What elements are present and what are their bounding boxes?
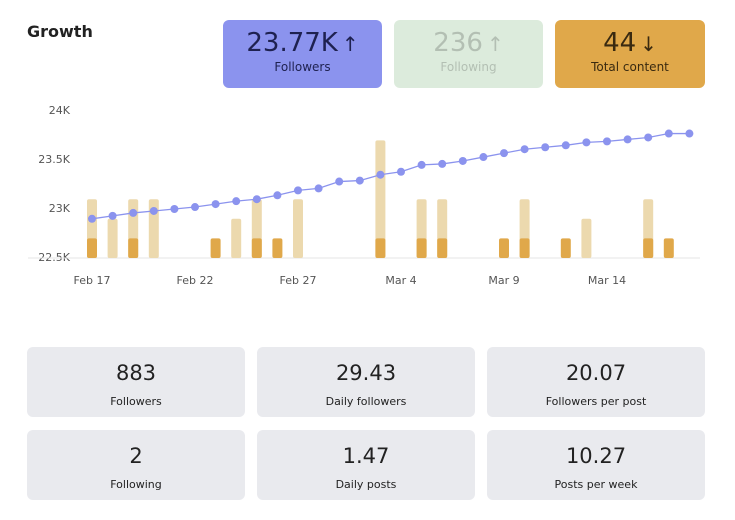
point: [314, 184, 323, 193]
point: [191, 203, 199, 212]
point: [294, 186, 302, 195]
point: [397, 167, 405, 176]
point: [438, 159, 447, 168]
stat-value: 883: [115, 361, 157, 385]
metric-value: 236: [433, 28, 483, 58]
point: [603, 137, 611, 146]
up-arrow: ↑: [341, 32, 359, 56]
x-tick-label: Feb 27: [280, 274, 317, 287]
point: [232, 197, 241, 206]
y-tick-label: 23.5K: [38, 153, 70, 166]
bar: [663, 238, 674, 258]
stat-card: 1.47 Daily posts: [257, 430, 475, 500]
stat-value: 2: [129, 444, 143, 468]
bar: [643, 238, 654, 258]
y-tick-label: 23K: [49, 202, 71, 215]
stat-label: Daily posts: [335, 478, 397, 491]
bar: [499, 238, 509, 258]
point: [211, 200, 220, 209]
bar: [375, 140, 386, 258]
point: [335, 177, 344, 186]
point: [479, 153, 488, 162]
bar: [128, 238, 139, 258]
x-tick-label: Mar 9: [488, 274, 519, 287]
point: [541, 143, 550, 152]
bar: [231, 218, 242, 258]
point: [458, 156, 467, 165]
point: [623, 135, 632, 144]
metric-label: Total content: [591, 60, 669, 74]
stat-label: Posts per week: [554, 478, 638, 491]
point: [561, 141, 570, 150]
stat-label: Followers per post: [545, 395, 647, 408]
stat-card: 29.43 Daily followers: [257, 347, 475, 417]
bar: [437, 238, 448, 258]
section-title: Growth: [27, 22, 93, 41]
stat-card: 2 Following: [27, 430, 245, 500]
metric-value-row: 44 ↓: [555, 28, 705, 58]
metric-label: Following: [440, 60, 497, 74]
point: [500, 149, 508, 158]
point: [170, 205, 179, 213]
metric-value: 23.77K: [246, 28, 338, 58]
point: [664, 129, 673, 138]
x-tick-label: Feb 17: [74, 274, 111, 287]
metric-value-row: 236 ↑: [394, 28, 543, 58]
stat-value: 29.43: [335, 361, 397, 385]
stat-value: 10.27: [565, 444, 627, 468]
bar: [272, 238, 283, 258]
bar: [87, 238, 97, 258]
point: [273, 191, 282, 200]
point: [88, 214, 96, 223]
x-tick-label: Mar 4: [385, 274, 416, 287]
stat-card: 20.07 Followers per post: [487, 347, 705, 417]
point: [252, 195, 261, 204]
point: [355, 176, 364, 185]
point: [582, 138, 591, 147]
up-arrow: ↑: [486, 32, 504, 56]
down-arrow: ↓: [640, 32, 657, 56]
point: [129, 208, 138, 217]
stat-card: 883 Followers: [27, 347, 245, 417]
bar: [210, 238, 221, 258]
point: [644, 133, 653, 142]
bar: [107, 218, 118, 258]
bar: [251, 238, 262, 258]
bar: [375, 238, 386, 258]
point: [108, 211, 117, 220]
stat-label: Followers: [110, 395, 162, 408]
metric-label: Followers: [274, 60, 331, 74]
bar: [519, 238, 530, 258]
bar: [560, 238, 571, 258]
metric-card: 23.77K ↑ Followers: [223, 20, 382, 88]
bar: [416, 238, 427, 258]
point: [376, 170, 385, 179]
metric-value: 44: [603, 28, 637, 58]
x-tick-label: Feb 22: [177, 274, 214, 287]
stat-card: 10.27 Posts per week: [487, 430, 705, 500]
y-tick-label: 24K: [49, 104, 71, 117]
point: [149, 206, 158, 215]
stat-value: 20.07: [565, 361, 627, 385]
stat-label: Following: [110, 478, 162, 491]
stat-value: 1.47: [342, 444, 390, 468]
point: [520, 145, 529, 154]
bar: [293, 199, 303, 258]
bar: [581, 218, 592, 258]
point: [417, 160, 426, 169]
point: [685, 129, 694, 138]
x-tick-label: Mar 14: [588, 274, 626, 287]
metric-value-row: 23.77K ↑: [223, 28, 382, 58]
metric-card: 236 ↑ Following: [394, 20, 543, 88]
metric-card: 44 ↓ Total content: [555, 20, 705, 88]
line: [91, 132, 690, 220]
stat-label: Daily followers: [325, 395, 407, 408]
